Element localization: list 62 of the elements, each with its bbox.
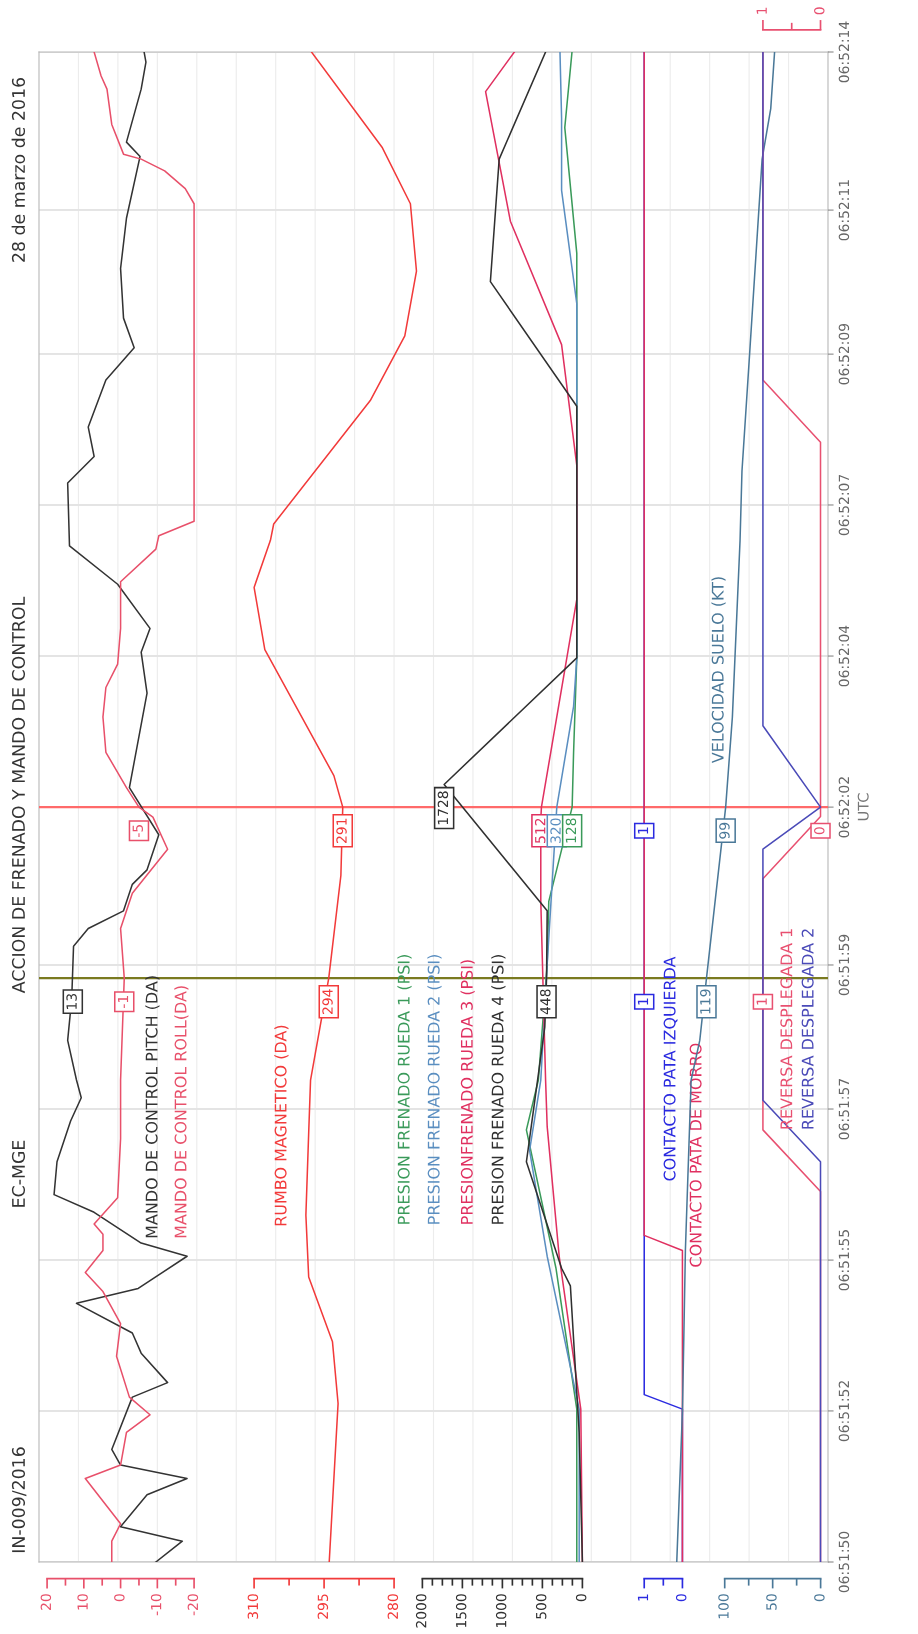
y-tick-label: 06:51:57	[838, 1079, 850, 1140]
text: VELOCIDAD SUELO (KT)	[711, 577, 726, 764]
x-tick-label: -20	[187, 1594, 199, 1616]
text: MANDO DE CONTROL ROLL(DA)	[174, 986, 189, 1238]
y-tick-label: 06:51:52	[838, 1381, 850, 1442]
x-tick-label: 280	[387, 1594, 399, 1619]
annotation: 1	[637, 827, 649, 834]
text: IN-009/2016	[11, 1447, 27, 1553]
annotation: 291	[336, 818, 347, 843]
annotation: 448	[540, 989, 551, 1015]
annotation: 1728	[437, 791, 449, 825]
annotation: 512	[534, 818, 546, 843]
x-tick-label: 1000	[495, 1594, 507, 1628]
y-tick-label: 06:52:04	[838, 625, 850, 687]
y-tick-label: 06:51:50	[838, 1531, 850, 1593]
x-tick-label: 310	[247, 1594, 259, 1619]
text: PRESION FRENADO RUEDA 2 (PSI)	[427, 955, 442, 1224]
y-tick-label: 06:51:59	[838, 934, 850, 996]
annotation: 0	[814, 827, 825, 835]
annotation: -5	[132, 825, 143, 837]
annotation: 1	[756, 998, 767, 1005]
text: EC-MGE	[11, 1140, 26, 1207]
text: MANDO DE CONTROL PITCH (DA)	[145, 976, 160, 1238]
y-tick-label: 06:51:55	[838, 1230, 850, 1291]
x-tick-label: 1	[637, 1594, 649, 1601]
text: PRESION FRENADO RUEDA 1 (PSI)	[397, 955, 412, 1224]
annotation: 294	[322, 989, 333, 1014]
x-tick-label: 50	[766, 1594, 777, 1610]
annotation: -1	[117, 996, 129, 1008]
text: CONTACTO PATA DE MORRO	[689, 1043, 702, 1267]
y-tick-label: 06:52:02	[838, 777, 850, 838]
text: RUMBO MAGNETICO (DA)	[274, 1025, 289, 1226]
text: PRESIONFRENADO RUEDA 3 (PSI)	[460, 960, 475, 1224]
text: 28 de marzo de 2016	[11, 78, 26, 262]
x-tick-label: 2000	[415, 1594, 427, 1628]
text: REVERSA DESPLEGADA 1	[780, 929, 793, 1129]
y-tick-label: 06:52:14	[838, 21, 850, 83]
annotation: 1	[637, 998, 649, 1005]
text: PRESION FRENADO RUEDA 4 (PSI)	[491, 955, 506, 1224]
x-tick-label: 0	[814, 1594, 825, 1602]
annotation: 13	[66, 994, 77, 1010]
x-tick-label: 0	[675, 1594, 687, 1602]
annotation: 119	[700, 989, 711, 1014]
y-tick-label: 06:52:11	[838, 180, 850, 241]
x-tick-label: 0	[575, 1594, 587, 1602]
annotation: 320	[550, 818, 561, 843]
y-axis-title: UTC	[857, 793, 869, 821]
annotation: 99	[719, 822, 730, 839]
x-tick-label: 100	[718, 1594, 729, 1619]
text: REVERSA DESPLEGADA 2	[801, 929, 814, 1129]
x-tick-label: -10	[150, 1594, 162, 1616]
y-tick-label: 06:52:07	[838, 474, 850, 536]
x-tick-label: 1500	[455, 1594, 467, 1628]
x-tick-label: 295	[317, 1594, 329, 1619]
text: CONTACTO PATA IZQUIERDA	[663, 956, 678, 1181]
text: ACCION DE FRENADO Y MANDO DE CONTROL	[11, 596, 26, 994]
x-tick-label: 20	[40, 1594, 52, 1610]
x-tick-label: 10	[77, 1594, 88, 1610]
annotation: 128	[565, 818, 577, 843]
x-tick-label: 0	[114, 1594, 125, 1602]
y-tick-label: 06:52:09	[838, 323, 850, 385]
x-tick-label: 500	[535, 1594, 547, 1619]
